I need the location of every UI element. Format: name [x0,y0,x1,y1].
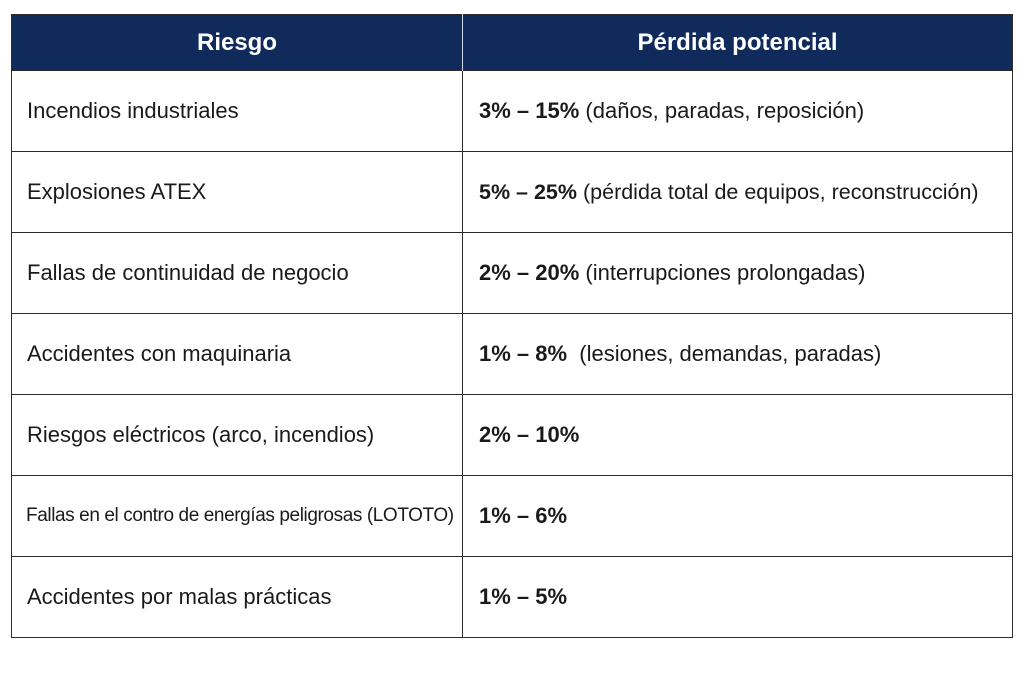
risk-loss-table: Riesgo Pérdida potencial Incendios indus… [11,14,1013,638]
loss-range: 2% – 10% [479,422,580,447]
loss-range: 1% – 5% [479,584,568,609]
risk-cell: Fallas en el contro de energías peligros… [11,475,463,557]
loss-cell: 1% – 8% (lesiones, demandas, paradas) [462,313,1013,395]
loss-detail: (daños, paradas, reposición) [579,98,865,123]
table-row: Explosiones ATEX 5% – 25% (pérdida total… [11,151,1013,233]
loss-cell: 1% – 6% [462,475,1013,557]
table-row: Accidentes por malas prácticas 1% – 5% [11,556,1013,638]
risk-cell: Accidentes con maquinaria [11,313,463,395]
header-loss: Pérdida potencial [462,14,1013,71]
loss-cell: 3% – 15% (daños, paradas, reposición) [462,70,1013,152]
loss-cell: 2% – 20% (interrupciones prolongadas) [462,232,1013,314]
loss-detail: (lesiones, demandas, paradas) [567,341,882,366]
loss-detail: (pérdida total de equipos, reconstrucció… [577,179,979,204]
loss-cell: 2% – 10% [462,394,1013,476]
table-row: Incendios industriales 3% – 15% (daños, … [11,70,1013,152]
loss-cell: 1% – 5% [462,556,1013,638]
risk-cell: Incendios industriales [11,70,463,152]
table-row: Riesgos eléctricos (arco, incendios) 2% … [11,394,1013,476]
risk-cell: Riesgos eléctricos (arco, incendios) [11,394,463,476]
loss-range: 2% – 20% [479,260,580,285]
risk-cell: Fallas de continuidad de negocio [11,232,463,314]
header-risk: Riesgo [11,14,463,71]
risk-cell: Accidentes por malas prácticas [11,556,463,638]
loss-cell: 5% – 25% (pérdida total de equipos, reco… [462,151,1013,233]
loss-range: 1% – 8% [479,341,568,366]
loss-range: 5% – 25% [479,179,578,204]
table-row: Accidentes con maquinaria 1% – 8% (lesio… [11,313,1013,395]
loss-detail: (interrupciones prolongadas) [579,260,866,285]
table-row: Fallas de continuidad de negocio 2% – 20… [11,232,1013,314]
header-row: Riesgo Pérdida potencial [11,14,1013,71]
risk-cell: Explosiones ATEX [11,151,463,233]
loss-range: 3% – 15% [479,98,580,123]
table-row: Fallas en el contro de energías peligros… [11,475,1013,557]
loss-range: 1% – 6% [479,503,568,528]
